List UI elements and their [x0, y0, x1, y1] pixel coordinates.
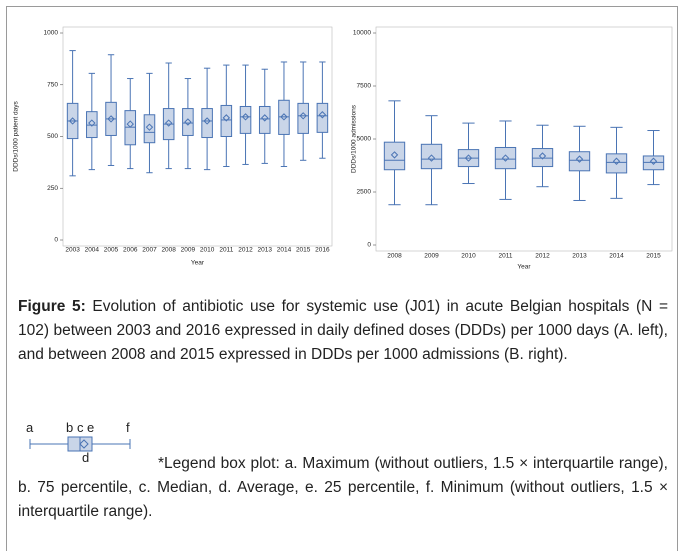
x-tick-label: 2013 [572, 253, 587, 260]
y-tick-label: 5000 [357, 136, 372, 143]
chart-a: 0 250 500 750 1000 2003 2004 2005 2006 2007 2008 20… [13, 26, 333, 267]
caption-label: Figure 5: [18, 298, 86, 315]
x-tick-label: 2011 [499, 253, 513, 260]
mean [261, 114, 269, 122]
mean [68, 117, 77, 125]
x-axis-label: Year [191, 260, 205, 267]
x-tick-label: 2015 [646, 253, 661, 260]
mean [538, 152, 547, 160]
x-tick-label: 2016 [315, 247, 330, 254]
y-tick-label: 0 [54, 237, 58, 244]
x-tick-label: 2009 [424, 253, 439, 260]
mean [501, 154, 510, 162]
legend-mean [79, 439, 89, 449]
mean [107, 115, 115, 123]
mean [164, 119, 173, 127]
box [531, 148, 554, 168]
y-tick-label: 500 [47, 133, 58, 140]
x-tick-label: 2004 [85, 247, 100, 254]
box [278, 99, 290, 135]
mean [575, 155, 584, 163]
y-tick-label: 250 [47, 185, 58, 192]
legend-text: *Legend box plot: a. Maximum (without ou… [18, 455, 668, 520]
x-tick-label: 2013 [258, 247, 273, 254]
box [182, 108, 194, 136]
x-tick-label: 2008 [387, 253, 402, 260]
legend-letter: f [126, 420, 130, 435]
mean [427, 154, 436, 162]
mean [241, 113, 250, 121]
x-tick-label: 2015 [296, 247, 311, 254]
legend-letter: d [82, 450, 89, 465]
legend-letter: c [77, 420, 84, 435]
x-tick-label: 2009 [181, 247, 196, 254]
x-tick-label: 2010 [461, 253, 476, 260]
mean [464, 154, 473, 162]
legend-note: a b c e f d *Legend box plot: a. Maximum… [18, 420, 668, 524]
legend-letter: b [66, 420, 73, 435]
box [420, 143, 443, 170]
box [143, 114, 156, 144]
box [258, 105, 271, 134]
mean [222, 114, 231, 122]
box [568, 151, 591, 172]
y-tick-label: 750 [47, 81, 58, 88]
box [383, 141, 406, 171]
x-tick-label: 2010 [200, 247, 215, 254]
x-tick-label: 2012 [535, 253, 550, 260]
y-tick-label: 10000 [353, 30, 371, 37]
legend-icon: a b c e f d [26, 420, 131, 465]
x-tick-label: 2014 [609, 253, 624, 260]
x-tick-label: 2008 [161, 247, 176, 254]
chart-b: 0 2500 5000 7500 10000 2008 2009 2010 2011 2012 20… [351, 26, 673, 271]
box [201, 108, 213, 139]
box [86, 111, 98, 139]
box [642, 155, 665, 171]
mean [145, 123, 154, 131]
mean [390, 151, 399, 159]
y-tick-label: 7500 [357, 83, 372, 90]
x-tick-label: 2011 [219, 247, 233, 254]
y-tick-label: 2500 [357, 189, 372, 196]
x-tick-label: 2003 [65, 247, 80, 254]
x-tick-label: 2007 [142, 247, 157, 254]
caption-text: Evolution of antibiotic use for systemic… [18, 298, 668, 363]
y-axis-label: DDDs/1000 patient days [13, 101, 20, 172]
mean [612, 157, 621, 165]
mean [649, 157, 658, 165]
legend-letter: e [87, 420, 94, 435]
box [494, 146, 517, 170]
mean [299, 112, 307, 120]
x-tick-label: 2012 [238, 247, 253, 254]
x-axis-label: Year [517, 264, 531, 271]
x-tick-label: 2006 [123, 247, 138, 254]
mean [203, 117, 211, 125]
y-tick-label: 0 [367, 242, 371, 249]
x-tick-label: 2014 [277, 247, 292, 254]
mean [88, 119, 96, 127]
plot-frame [62, 26, 333, 247]
x-tick-label: 2005 [104, 247, 119, 254]
mean [280, 113, 288, 121]
legend-letter: a [26, 420, 34, 435]
caption: Figure 5: Evolution of antibiotic use fo… [18, 295, 668, 367]
y-axis-label: DDDs/1000 admissions [351, 104, 358, 173]
box [605, 153, 628, 174]
mean [318, 111, 327, 119]
y-tick-label: 1000 [44, 30, 59, 37]
plot-frame [375, 26, 673, 252]
figure-frame [6, 6, 678, 551]
mean [126, 120, 134, 128]
mean [184, 118, 192, 126]
